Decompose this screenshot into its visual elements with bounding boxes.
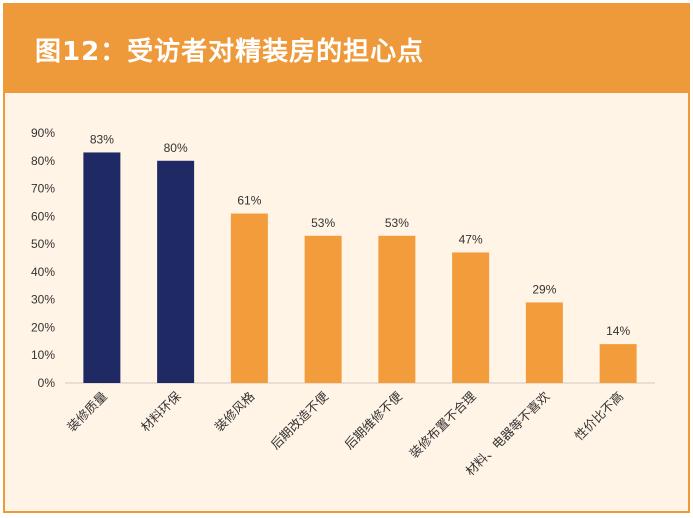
x-category-label: 装修质量	[64, 389, 110, 435]
y-tick-label: 80%	[31, 154, 55, 168]
bar-4	[304, 235, 342, 383]
x-category-label: 后期改造不便	[268, 388, 332, 452]
data-label: 53%	[385, 216, 409, 230]
data-label: 83%	[90, 132, 114, 146]
data-label: 47%	[459, 232, 483, 246]
bar-5	[378, 235, 416, 383]
bar-7	[525, 302, 563, 383]
x-category-label: 装修风格	[212, 388, 258, 434]
bar-8	[599, 344, 637, 383]
data-label: 14%	[606, 324, 630, 338]
y-tick-label: 20%	[31, 320, 55, 334]
chart-title: 图12：受访者对精装房的担心点	[35, 36, 425, 67]
bar-6	[452, 252, 490, 383]
bar-3	[230, 213, 268, 383]
data-label: 61%	[237, 194, 261, 208]
title-bar: 图12：受访者对精装房的担心点	[5, 5, 688, 93]
x-category-label: 装修布置不合理	[406, 388, 479, 461]
y-tick-label: 50%	[31, 237, 55, 251]
data-label: 53%	[311, 216, 335, 230]
x-category-label: 材料环保	[138, 388, 184, 434]
data-label: 80%	[164, 141, 188, 155]
y-tick-label: 10%	[31, 348, 55, 362]
y-tick-label: 90%	[31, 126, 55, 140]
y-tick-label: 30%	[31, 293, 55, 307]
y-tick-label: 70%	[31, 182, 55, 196]
y-tick-label: 60%	[31, 209, 55, 223]
y-tick-label: 0%	[38, 376, 56, 390]
data-label: 29%	[532, 282, 556, 296]
x-category-label: 后期维修不便	[341, 388, 405, 452]
bar-2	[157, 160, 195, 383]
x-category-label: 性价比不高	[571, 389, 626, 444]
bar-1	[83, 152, 121, 383]
y-tick-label: 40%	[31, 265, 55, 279]
